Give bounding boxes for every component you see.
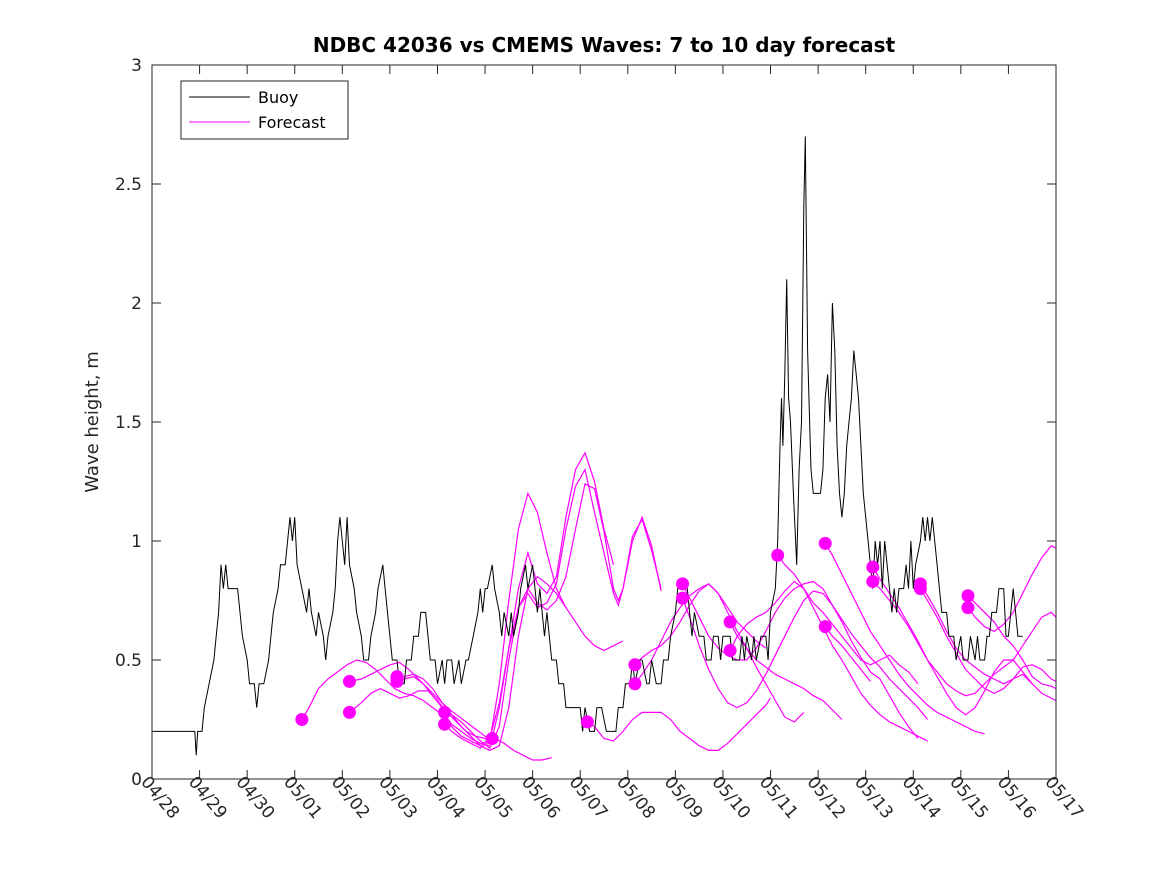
legend-buoy-label: Buoy <box>258 88 298 107</box>
y-tick-label: 0.5 <box>115 651 142 671</box>
y-tick-label: 2.5 <box>115 175 142 195</box>
forecast-line <box>824 626 871 682</box>
forecast-line <box>777 554 928 742</box>
forecast-start-marker <box>628 658 642 672</box>
y-tick-label: 1 <box>131 532 142 552</box>
forecast-start-marker <box>771 548 785 562</box>
plot-area <box>152 65 1056 779</box>
chart-title: NDBC 42036 vs CMEMS Waves: 7 to 10 day f… <box>313 33 896 57</box>
y-tick-label: 0 <box>131 770 142 790</box>
forecast-start-marker <box>866 560 880 574</box>
y-axis-label: Wave height, m <box>82 351 103 492</box>
forecast-line <box>349 687 552 761</box>
forecast-start-marker <box>438 705 452 719</box>
forecast-line <box>396 467 662 750</box>
forecast-start-marker <box>961 601 975 615</box>
forecast-line <box>491 575 624 739</box>
legend: Buoy Forecast <box>180 80 349 140</box>
forecast-start-marker <box>818 536 832 550</box>
forecast-start-marker <box>723 643 737 657</box>
forecast-line <box>681 590 928 720</box>
forecast-line <box>396 483 662 752</box>
forecast-line <box>444 491 567 749</box>
forecast-line <box>824 543 985 735</box>
forecast-line <box>919 588 1057 694</box>
forecast-start-marker <box>390 674 404 688</box>
forecast-line <box>729 621 843 720</box>
y-tick-label: 1.5 <box>115 413 142 433</box>
forecast-start-marker <box>342 674 356 688</box>
plot-frame <box>151 64 1057 780</box>
forecast-start-marker <box>866 574 880 588</box>
forecast-line <box>967 545 1057 633</box>
series-layer <box>152 136 1057 761</box>
legend-box <box>180 80 349 140</box>
y-tick-label: 3 <box>131 56 142 76</box>
forecast-start-marker <box>818 620 832 634</box>
legend-forecast-label: Forecast <box>258 113 326 132</box>
forecast-line <box>872 581 1057 697</box>
forecast-start-marker <box>913 582 927 596</box>
forecast-line <box>729 580 919 685</box>
forecast-start-marker <box>628 677 642 691</box>
forecast-start-marker <box>342 705 356 719</box>
forecast-start-marker <box>961 589 975 603</box>
buoy-line <box>152 136 1023 756</box>
forecast-line <box>967 595 1057 690</box>
forecast-line <box>919 583 1057 702</box>
forecast-start-marker <box>580 715 594 729</box>
forecast-start-marker <box>723 615 737 629</box>
forecast-line <box>586 697 772 751</box>
forecast-start-marker <box>438 717 452 731</box>
forecast-start-marker <box>676 577 690 591</box>
y-tick-label: 2 <box>131 294 142 314</box>
forecast-line <box>444 451 615 747</box>
forecast-start-marker <box>676 591 690 605</box>
forecast-line <box>301 659 490 747</box>
forecast-start-marker <box>295 713 309 726</box>
forecast-start-marker <box>485 732 499 746</box>
